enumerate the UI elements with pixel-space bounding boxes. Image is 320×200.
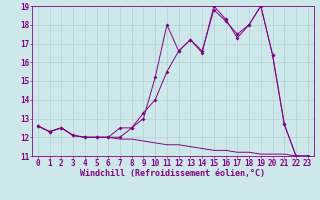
X-axis label: Windchill (Refroidissement éolien,°C): Windchill (Refroidissement éolien,°C) [80, 169, 265, 178]
